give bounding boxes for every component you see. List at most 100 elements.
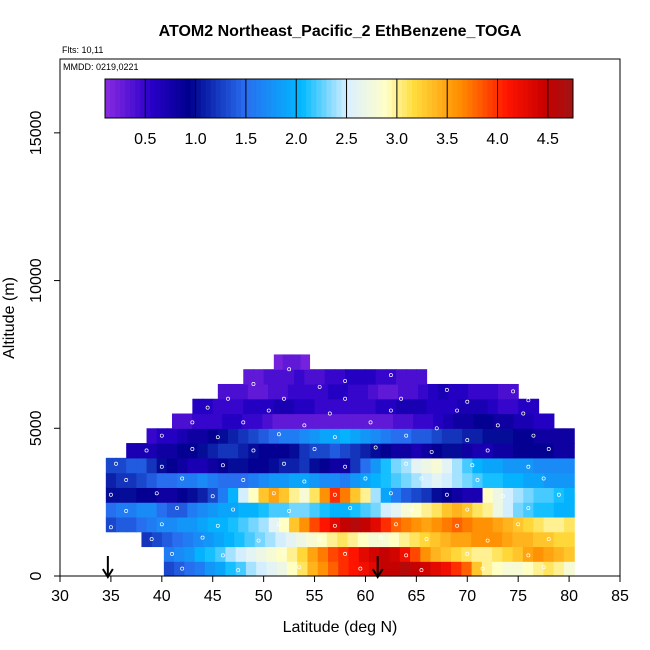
heatmap-cell <box>247 383 259 400</box>
sample-point <box>348 506 353 510</box>
heatmap-cell <box>358 561 370 577</box>
colorbar-segment <box>442 79 448 118</box>
heatmap-cell <box>294 398 305 415</box>
heatmap-cell <box>553 531 565 548</box>
sample-point <box>434 426 439 431</box>
heatmap-cell <box>265 531 276 548</box>
heatmap-cell <box>543 413 555 429</box>
heatmap-cell <box>228 516 239 533</box>
sample-point <box>480 566 485 571</box>
heatmap-cell <box>126 487 137 503</box>
heatmap-cell <box>296 531 307 548</box>
heatmap-cell <box>319 487 331 503</box>
heatmap-cell <box>478 383 489 400</box>
heatmap-cell <box>508 398 519 415</box>
heatmap-cell <box>401 502 412 518</box>
heatmap-cell <box>462 516 473 533</box>
heatmap-cell <box>431 428 443 444</box>
colorbar-segment <box>417 79 423 118</box>
heatmap-cell <box>184 546 196 562</box>
heatmap-cell <box>411 443 423 459</box>
sample-point <box>231 507 236 512</box>
heatmap-cell <box>513 487 524 503</box>
colorbar-segment <box>411 79 418 118</box>
x-tick-label: 55 <box>306 588 324 605</box>
heatmap-cell <box>329 428 341 444</box>
heatmap-cell <box>156 443 168 459</box>
heatmap-cell <box>316 531 328 548</box>
colorbar-segment <box>160 79 166 118</box>
heatmap-cell <box>533 428 545 444</box>
heatmap-cell <box>523 443 535 459</box>
x-tick-label: 35 <box>102 588 120 605</box>
heatmap-cell <box>319 516 331 533</box>
heatmap-cell <box>329 487 341 503</box>
heatmap-cell <box>273 369 285 385</box>
sample-point <box>511 389 516 394</box>
heatmap-cell <box>408 383 419 400</box>
heatmap-cell <box>431 457 443 474</box>
sample-point <box>241 420 246 425</box>
heatmap-cell <box>348 546 360 562</box>
heatmap-cell <box>245 561 257 577</box>
sample-point <box>541 565 546 570</box>
heatmap-cell <box>319 472 331 488</box>
sample-point <box>271 491 276 496</box>
heatmap-cell <box>187 472 199 488</box>
heatmap-cell <box>126 472 137 488</box>
sample-point <box>317 384 322 389</box>
heatmap-cell <box>472 487 484 503</box>
heatmap-cell <box>268 428 280 444</box>
heatmap-cell <box>390 457 402 474</box>
sample-point <box>282 396 286 401</box>
heatmap-cell <box>360 457 372 474</box>
heatmap-cell <box>461 561 473 577</box>
colorbar-segment <box>467 79 473 118</box>
heatmap-cell <box>543 502 555 518</box>
heatmap-cell <box>268 443 280 459</box>
heatmap-cell <box>410 561 421 577</box>
colorbar-segment <box>240 79 247 118</box>
sample-point <box>358 566 363 571</box>
heatmap-cell <box>151 531 163 548</box>
heatmap-cell <box>299 502 311 518</box>
heatmap-cell <box>421 428 433 444</box>
colorbar-segment <box>261 79 267 118</box>
heatmap-cell <box>337 383 349 400</box>
sample-point <box>175 506 180 510</box>
sample-point <box>144 448 149 453</box>
heatmap-cell <box>345 369 356 385</box>
heatmap-cell <box>203 531 215 548</box>
heatmap-cell <box>543 472 555 488</box>
heatmap-cell <box>286 546 298 562</box>
heatmap-cell <box>429 531 441 548</box>
heatmap-cell <box>453 413 464 429</box>
colorbar-segment <box>537 79 544 118</box>
heatmap-cell <box>491 531 503 548</box>
sample-point <box>200 535 205 540</box>
sample-point <box>266 408 271 413</box>
heatmap-cell <box>299 443 311 459</box>
colorbar-segment <box>306 79 312 118</box>
sample-point <box>521 411 526 416</box>
sample-point <box>516 522 521 527</box>
heatmap-cell <box>492 487 504 503</box>
sample-point <box>485 448 490 453</box>
heatmap-cell <box>532 531 544 548</box>
plot-frame <box>59 58 621 577</box>
heatmap-cell <box>222 413 233 429</box>
heatmap-cell <box>254 531 266 548</box>
heatmap-cell <box>342 413 354 429</box>
heatmap-cell <box>460 531 472 548</box>
heatmap-cell <box>350 502 361 518</box>
heatmap-cell <box>482 472 494 488</box>
heatmap-cell <box>482 502 494 518</box>
heatmap-cell <box>243 369 255 385</box>
heatmap-cell <box>207 502 219 518</box>
heatmap-cell <box>411 457 423 474</box>
heatmap-cell <box>340 516 351 533</box>
heatmap-cell <box>502 546 514 562</box>
x-tick-label: 85 <box>611 588 629 605</box>
sample-point <box>226 396 230 401</box>
colorbar-tick-labels: 0.5 1.0 1.5 2.0 2.5 3.0 3.5 4.0 4.5 <box>134 79 559 148</box>
